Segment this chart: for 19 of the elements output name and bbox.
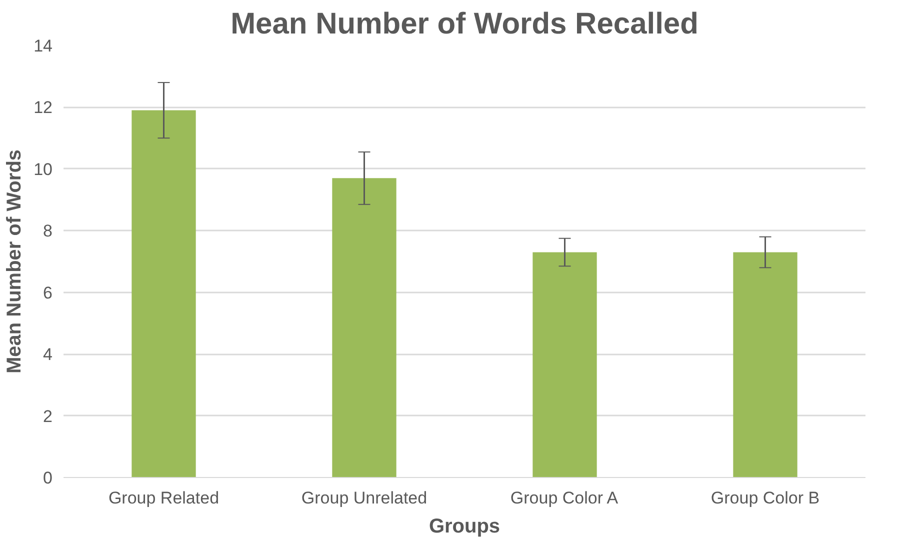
x-axis-title: Groups: [428, 516, 500, 538]
chart-title: Mean Number of Words Recalled: [230, 8, 698, 40]
y-tick-label: 0: [43, 468, 53, 488]
x-tick-label: Group Color B: [710, 488, 820, 508]
y-tick-label: 2: [43, 406, 53, 426]
y-tick-label: 8: [43, 222, 53, 241]
x-tick-label: Group Related: [108, 488, 220, 508]
y-tick-label: 10: [34, 160, 53, 179]
y-axis-title: Mean Number of Words: [4, 149, 26, 374]
bar: [132, 110, 196, 478]
y-tick-label: 12: [34, 98, 53, 118]
y-tick-label: 14: [34, 36, 53, 56]
x-tick-label: Group Unrelated: [301, 488, 428, 508]
y-tick-label: 6: [43, 283, 53, 302]
bar: [532, 252, 597, 478]
x-tick-label: Group Color A: [510, 488, 619, 508]
bar: [332, 178, 396, 478]
y-tick-label: 4: [43, 345, 53, 364]
bar: [733, 252, 798, 478]
